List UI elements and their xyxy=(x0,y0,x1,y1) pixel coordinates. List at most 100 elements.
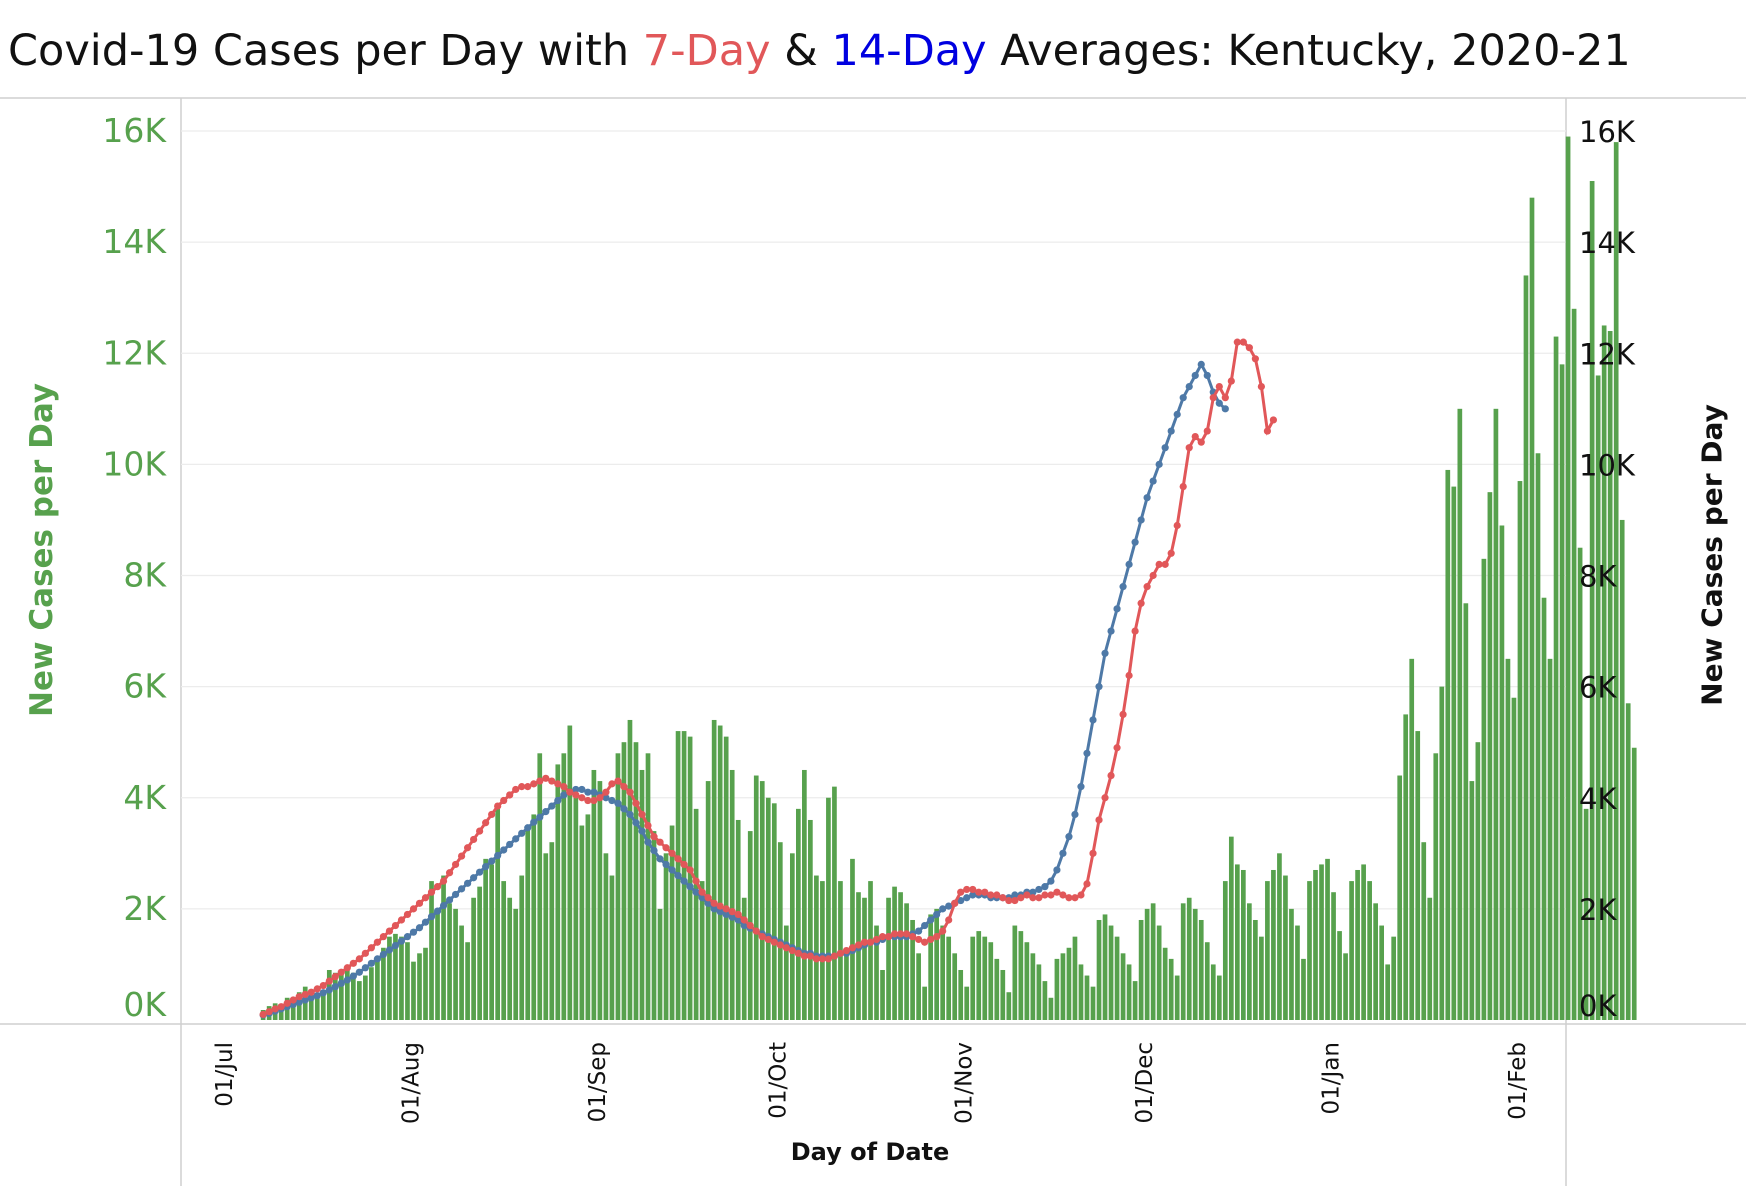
bar xyxy=(1108,925,1114,1020)
bar xyxy=(1559,364,1565,1020)
series-point xyxy=(1257,382,1265,391)
bar xyxy=(1078,964,1084,1020)
series-point xyxy=(427,888,436,896)
y-axis-right-title: New Cases per Day xyxy=(1695,404,1729,706)
bar xyxy=(1090,986,1096,1020)
bar xyxy=(489,864,495,1020)
y-tick-label-left: 0K xyxy=(123,985,167,1024)
bar xyxy=(940,925,946,1020)
bar xyxy=(886,897,891,1020)
series-point xyxy=(1137,599,1145,607)
series-point xyxy=(734,916,742,924)
series-point xyxy=(674,855,682,863)
bar xyxy=(1433,753,1439,1020)
series-point xyxy=(632,799,640,807)
bar xyxy=(314,997,320,1020)
series-point xyxy=(476,868,484,876)
bar xyxy=(1529,197,1535,1021)
series-point xyxy=(548,777,556,785)
series-point xyxy=(620,805,628,813)
series-point xyxy=(451,860,460,869)
series-point xyxy=(590,788,598,796)
bar xyxy=(1228,836,1234,1020)
bar xyxy=(1138,919,1144,1020)
bar xyxy=(1517,481,1523,1020)
bar xyxy=(1589,181,1595,1021)
series-point xyxy=(1233,338,1241,346)
bar xyxy=(363,975,368,1020)
bar xyxy=(507,897,513,1020)
x-tick-label: 01/Sep xyxy=(585,1042,611,1122)
series-point xyxy=(999,894,1007,902)
series-point xyxy=(1227,377,1235,385)
series-point xyxy=(482,863,490,871)
series-point xyxy=(668,849,676,857)
bar xyxy=(904,903,909,1020)
series-point xyxy=(373,955,381,963)
series-point xyxy=(325,977,333,985)
title-part2: Averages: Kentucky, 2020-21 xyxy=(986,26,1631,76)
x-tick-label: 01/Aug xyxy=(399,1042,425,1124)
series-point xyxy=(1023,891,1031,899)
bar xyxy=(513,908,519,1020)
bar xyxy=(645,753,651,1020)
series-point xyxy=(554,796,562,805)
bar xyxy=(495,803,501,1020)
bar xyxy=(1132,981,1138,1020)
series-point xyxy=(494,851,502,860)
series-point xyxy=(536,813,544,821)
bar xyxy=(1012,925,1018,1020)
series-point xyxy=(662,844,670,852)
series-point xyxy=(680,860,688,869)
series-point xyxy=(800,952,808,960)
series-point xyxy=(1149,571,1157,580)
bar xyxy=(976,931,982,1020)
bar xyxy=(1523,275,1529,1020)
bar xyxy=(729,769,735,1020)
y-tick-label-left: 4K xyxy=(123,778,167,817)
bar xyxy=(1307,881,1312,1020)
bar xyxy=(1192,908,1198,1020)
bar xyxy=(417,953,422,1020)
series-point xyxy=(554,780,562,788)
series-point xyxy=(915,935,923,944)
bar xyxy=(1499,525,1505,1020)
series-point xyxy=(902,930,911,938)
y-tick-label-right: 16K xyxy=(1579,115,1636,149)
series-point xyxy=(740,916,748,924)
bar xyxy=(982,936,988,1020)
series-point xyxy=(512,785,520,794)
series-point xyxy=(1107,771,1115,780)
series-point xyxy=(650,846,658,855)
series-point xyxy=(1215,382,1223,391)
series-point xyxy=(1083,880,1091,888)
bar xyxy=(946,936,952,1020)
series-point xyxy=(506,840,514,849)
series-point xyxy=(361,949,369,957)
bar xyxy=(651,831,657,1020)
series-point xyxy=(1185,382,1193,391)
title-seven-day: 7-Day xyxy=(642,26,771,76)
series-point xyxy=(969,885,977,894)
bar xyxy=(1373,903,1378,1020)
series-point xyxy=(602,788,610,796)
bar xyxy=(350,972,356,1020)
bar xyxy=(1006,992,1012,1020)
y-axis-left-title: New Cases per Day xyxy=(24,383,60,717)
bar xyxy=(1042,981,1048,1020)
series-point xyxy=(842,946,851,955)
series-point xyxy=(812,955,820,963)
series-point xyxy=(548,802,556,810)
series-point xyxy=(824,955,833,963)
series-point xyxy=(319,981,327,990)
series-point xyxy=(656,855,664,863)
bar xyxy=(777,842,783,1020)
bar xyxy=(1319,864,1324,1020)
series-point xyxy=(397,916,406,924)
bar xyxy=(753,775,759,1020)
series-point xyxy=(1215,399,1223,407)
series-point xyxy=(1101,794,1109,802)
bar xyxy=(970,936,976,1020)
bar xyxy=(832,786,837,1020)
series-point xyxy=(578,785,586,794)
